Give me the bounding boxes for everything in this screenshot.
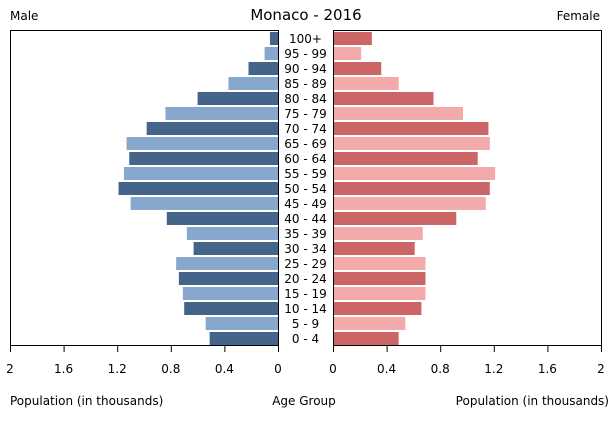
- chart-title: Monaco - 2016: [250, 6, 361, 24]
- female-bar: [333, 212, 457, 225]
- x-axis-label-left: Population (in thousands): [10, 394, 163, 408]
- female-bar: [333, 62, 382, 75]
- age-group-label: 15 - 19: [284, 287, 327, 301]
- age-group-label: 50 - 54: [284, 182, 327, 196]
- female-bar: [333, 197, 486, 210]
- female-bar: [333, 77, 399, 90]
- female-tick-label: 0.4: [377, 362, 396, 376]
- female-bar: [333, 122, 489, 135]
- age-group-label: 25 - 29: [284, 257, 327, 271]
- female-bar: [333, 152, 478, 165]
- male-tick-label: 0: [274, 362, 282, 376]
- age-group-label: 5 - 9: [292, 317, 319, 331]
- male-bar: [182, 287, 278, 300]
- male-tick-label: 0.4: [215, 362, 234, 376]
- female-bar: [333, 257, 426, 270]
- female-label: Female: [557, 9, 600, 23]
- age-group-label: 45 - 49: [284, 197, 327, 211]
- male-bar: [228, 77, 278, 90]
- male-bar: [123, 167, 279, 180]
- male-bar: [178, 272, 278, 285]
- male-bar: [118, 182, 278, 195]
- age-group-label: 80 - 84: [284, 92, 327, 106]
- male-tick-label: 0.8: [161, 362, 180, 376]
- age-group-label: 30 - 34: [284, 242, 327, 256]
- age-group-label: 75 - 79: [284, 107, 327, 121]
- age-group-label: 70 - 74: [284, 122, 327, 136]
- female-plot-frame: [333, 30, 602, 346]
- female-bar: [333, 332, 399, 345]
- male-bar: [248, 62, 278, 75]
- male-label: Male: [10, 9, 38, 23]
- female-bar: [333, 242, 415, 255]
- age-group-label: 55 - 59: [284, 167, 327, 181]
- female-bar: [333, 107, 463, 120]
- female-bar: [333, 287, 426, 300]
- male-bar: [129, 152, 278, 165]
- female-bar: [333, 317, 406, 330]
- female-tick-label: 1.2: [484, 362, 503, 376]
- female-bar: [333, 167, 496, 180]
- male-bar: [269, 32, 278, 45]
- female-bar: [333, 137, 490, 150]
- female-bar: [333, 92, 434, 105]
- age-group-label: 90 - 94: [284, 62, 327, 76]
- female-tick-label: 1.6: [538, 362, 557, 376]
- age-group-label: 35 - 39: [284, 227, 327, 241]
- male-bar: [130, 197, 278, 210]
- age-group-label: 20 - 24: [284, 272, 327, 286]
- female-bar: [333, 32, 372, 45]
- x-axis-label-center: Age Group: [272, 394, 336, 408]
- age-group-label: 100+: [289, 32, 322, 46]
- male-bar: [193, 242, 278, 255]
- female-bar: [333, 302, 422, 315]
- male-bar: [186, 227, 278, 240]
- male-bar: [146, 122, 278, 135]
- male-bar: [165, 107, 278, 120]
- age-group-label: 10 - 14: [284, 302, 327, 316]
- male-bar: [184, 302, 278, 315]
- male-bar: [176, 257, 278, 270]
- age-group-label: 40 - 44: [284, 212, 327, 226]
- female-tick-label: 0.8: [431, 362, 450, 376]
- male-bar: [205, 317, 278, 330]
- female-tick-label: 0: [329, 362, 337, 376]
- female-tick-label: 2: [597, 362, 605, 376]
- female-bar: [333, 227, 423, 240]
- female-bar: [333, 182, 490, 195]
- male-bar: [197, 92, 278, 105]
- male-bar: [126, 137, 278, 150]
- x-axis-label-right: Population (in thousands): [456, 394, 609, 408]
- male-tick-label: 1.6: [54, 362, 73, 376]
- male-plot-frame: [10, 30, 279, 346]
- age-group-label: 95 - 99: [284, 47, 327, 61]
- female-bar: [333, 47, 362, 60]
- age-group-label: 60 - 64: [284, 152, 327, 166]
- age-group-label: 0 - 4: [292, 332, 319, 346]
- age-group-label: 85 - 89: [284, 77, 327, 91]
- male-bar: [166, 212, 278, 225]
- female-bar: [333, 272, 426, 285]
- male-tick-label: 2: [6, 362, 14, 376]
- male-bar: [264, 47, 278, 60]
- male-tick-label: 1.2: [108, 362, 127, 376]
- age-group-label: 65 - 69: [284, 137, 327, 151]
- male-bar: [209, 332, 278, 345]
